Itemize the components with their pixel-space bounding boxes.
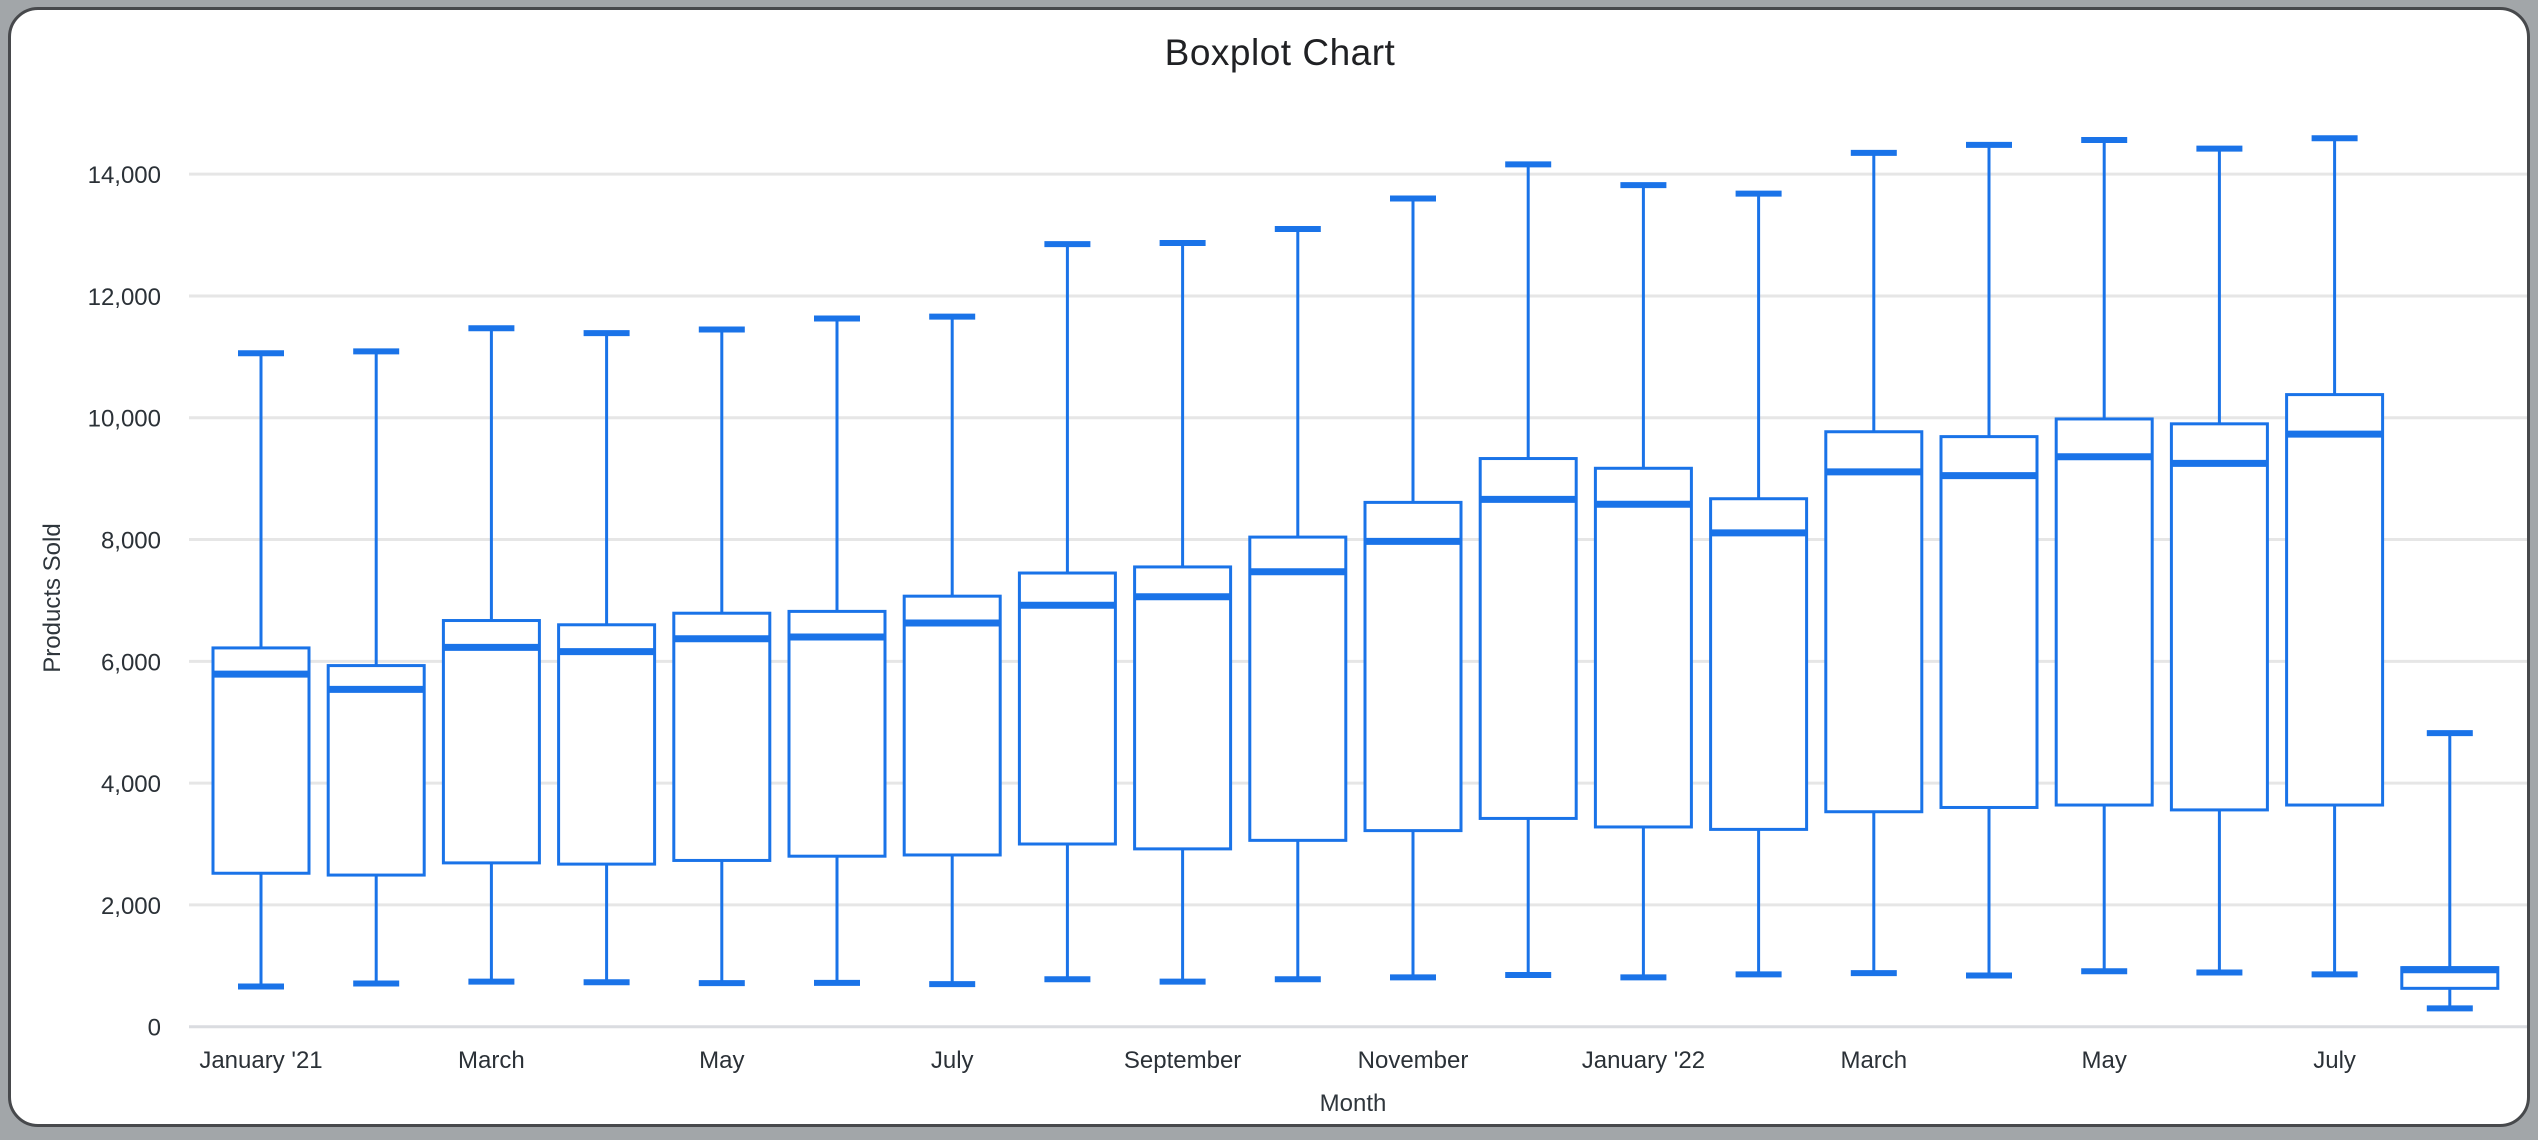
iqr-box — [2054, 417, 2154, 807]
iqr-box — [557, 623, 657, 866]
iqr-box — [1363, 500, 1463, 833]
iqr-box — [1593, 466, 1693, 829]
boxplot-box-13[interactable] — [1593, 182, 1693, 981]
y-tick-label: 6,000 — [101, 649, 161, 676]
chart-window: 0 2,000 4,000 6,000 8,000 10,000 12,000 14,000 J… — [8, 7, 2530, 1127]
boxplot-box-19[interactable] — [2285, 135, 2385, 978]
boxplot-box-18[interactable] — [2169, 145, 2269, 976]
iqr-box — [1248, 535, 1348, 842]
x-tick-label: July — [931, 1047, 974, 1074]
iqr-box — [2285, 393, 2385, 807]
boxplot-box-7[interactable] — [902, 313, 1002, 988]
iqr-box — [1709, 497, 1809, 831]
x-tick-label: March — [458, 1047, 525, 1074]
iqr-box — [441, 619, 541, 865]
y-tick-label: 2,000 — [101, 893, 161, 920]
iqr-box — [1478, 457, 1578, 820]
iqr-box — [787, 609, 887, 858]
boxplot-box-2[interactable] — [326, 348, 426, 987]
y-tick-label: 0 — [148, 1015, 161, 1042]
iqr-box — [2169, 422, 2269, 812]
iqr-box — [211, 646, 311, 875]
chart-title: Boxplot Chart — [1164, 32, 1396, 73]
boxplot-box-9[interactable] — [1133, 239, 1233, 985]
iqr-box — [672, 611, 772, 862]
boxplot-box-14[interactable] — [1709, 190, 1809, 978]
boxplot-box-15[interactable] — [1824, 149, 1924, 977]
x-tick-label: May — [699, 1047, 744, 1074]
boxplot-box-5[interactable] — [672, 326, 772, 987]
x-tick-label: September — [1124, 1047, 1241, 1074]
y-axis-title: Products Sold — [39, 523, 66, 673]
boxplot-box-20[interactable] — [2400, 730, 2500, 1012]
x-tick-label: January '22 — [1582, 1047, 1705, 1074]
boxplot-canvas: 0 2,000 4,000 6,000 8,000 10,000 12,000 14,000 J… — [88, 135, 2527, 1074]
boxplot-box-3[interactable] — [441, 325, 541, 985]
y-tick-label: 10,000 — [88, 406, 161, 433]
boxplot-box-8[interactable] — [1017, 241, 1117, 983]
y-tick-label: 12,000 — [88, 284, 161, 311]
iqr-box — [1017, 571, 1117, 846]
boxplot-box-12[interactable] — [1478, 161, 1578, 978]
x-tick-label: May — [2082, 1047, 2127, 1074]
y-tick-label: 8,000 — [101, 528, 161, 555]
x-tick-label: March — [1840, 1047, 1907, 1074]
iqr-box — [1133, 565, 1233, 851]
x-tick-label: November — [1358, 1047, 1469, 1074]
y-tick-label: 14,000 — [88, 162, 161, 189]
boxplot-box-16[interactable] — [1939, 141, 2039, 979]
iqr-box — [1939, 435, 2039, 809]
boxplot-box-6[interactable] — [787, 315, 887, 986]
boxplot-box-10[interactable] — [1248, 225, 1348, 983]
x-tick-label: January '21 — [199, 1047, 322, 1074]
boxplot-box-11[interactable] — [1363, 195, 1463, 981]
y-tick-label: 4,000 — [101, 771, 161, 798]
boxplot-box-4[interactable] — [557, 330, 657, 986]
iqr-box — [902, 594, 1002, 857]
iqr-box — [1824, 430, 1924, 814]
boxplot-box-17[interactable] — [2054, 137, 2154, 975]
boxplot-box-1[interactable] — [211, 350, 311, 990]
iqr-box — [326, 664, 426, 877]
x-axis-title: Month — [1319, 1090, 1387, 1117]
x-tick-label: July — [2313, 1047, 2356, 1074]
